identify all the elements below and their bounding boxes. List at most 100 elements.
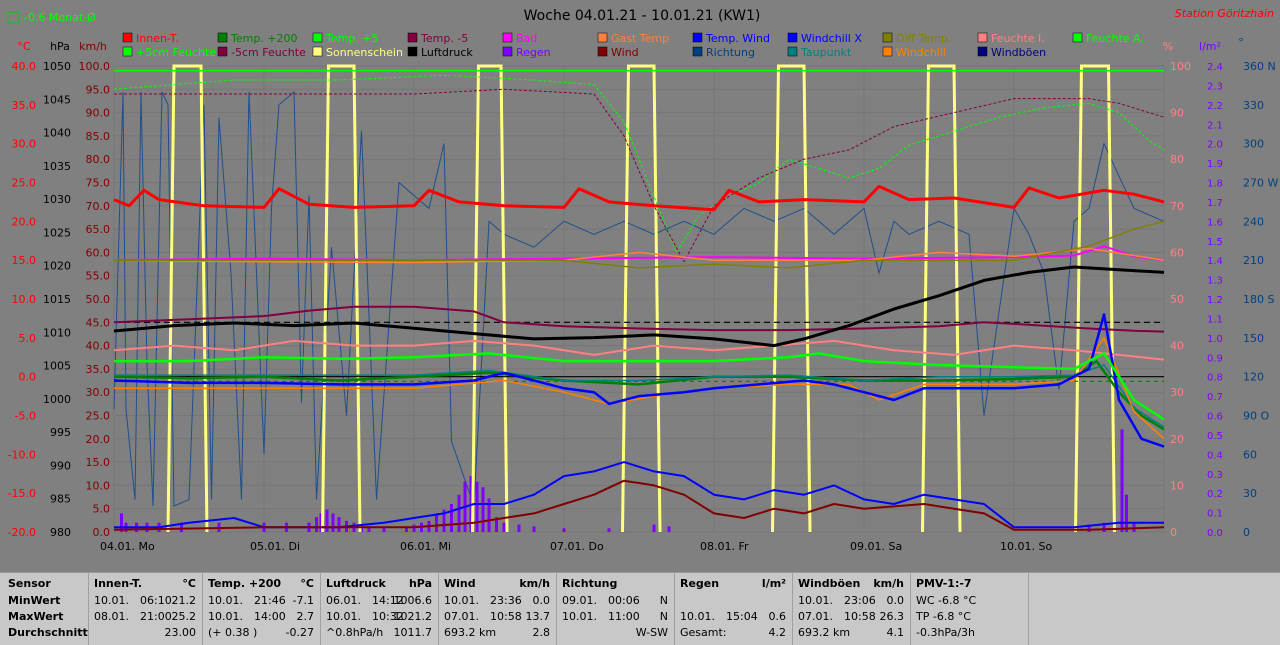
stats-cell-date: 10.01. <box>680 610 715 623</box>
stats-col-unit: °C <box>300 577 314 590</box>
stats-cell-value: 21.2 <box>171 594 197 607</box>
tick-label: 120 <box>1243 371 1264 384</box>
stats-cell-date: Gesamt: <box>680 626 727 639</box>
stats-cell-value: 0.6 <box>768 610 787 623</box>
tick-label: 1010 <box>43 326 71 339</box>
stats-panel: Sensor MinWert MaxWert Durchschnitt Inne… <box>0 572 1280 645</box>
rain-bar <box>1125 494 1128 532</box>
stats-cell-value: 26.3 <box>879 610 905 623</box>
legend-swatch <box>787 46 798 57</box>
tick-label: 2.2 <box>1207 101 1223 112</box>
stats-cell-date: 10.01. <box>208 610 243 623</box>
day-label: 06.01. Mi <box>400 540 451 553</box>
tick-label: 30.0 <box>86 386 111 399</box>
legend-label: Taupunkt <box>800 46 852 59</box>
tick-label: 2.0 <box>1207 140 1223 151</box>
series-line <box>113 305 1165 333</box>
tick-label: 330 <box>1243 99 1264 112</box>
tick-label: 1.3 <box>1207 276 1223 287</box>
stats-col-unit: km/h <box>519 577 550 590</box>
stats-cell-value: 2.7 <box>296 610 315 623</box>
tick-label: 1.6 <box>1207 217 1223 228</box>
tick-label: 35.0 <box>12 99 37 112</box>
legend: Innen-T. Temp. +200 Temp. +5 Temp. -5 Bad Gas… <box>122 32 1144 59</box>
stats-col-unit: l/m² <box>761 577 786 590</box>
rain-bar <box>442 509 446 532</box>
temp-unit: °C <box>17 40 31 53</box>
stats-cell-value: 4.2 <box>768 626 787 639</box>
pressure-axis: 1050 1045 1040 1035 1030 1025 1020 1015 1010 1005… <box>43 60 71 539</box>
stats-col-name: Luftdruck <box>326 577 386 590</box>
stats-cell-time: 21:46 <box>254 594 286 607</box>
rain-bar <box>367 526 371 532</box>
tick-label: 990 <box>50 459 71 472</box>
legend-swatch <box>217 46 228 57</box>
tick-label: 980 <box>50 526 71 539</box>
stats-cell-date: 08.01. <box>94 610 129 623</box>
rain-bar <box>435 513 438 532</box>
series-richtung <box>113 90 1165 507</box>
legend-label: Wind <box>611 46 639 59</box>
tick-label: 1.9 <box>1207 159 1223 170</box>
tick-label: 0.1 <box>1207 509 1223 520</box>
tick-label: 0.3 <box>1207 470 1223 481</box>
dir-unit: ° <box>1238 36 1244 49</box>
series-line <box>114 352 1165 421</box>
tick-label: 1000 <box>43 393 71 406</box>
tick-label: 30 <box>1243 487 1257 500</box>
day-label: 09.01. Sa <box>850 540 902 553</box>
series-line <box>113 74 1165 253</box>
day-label: 10.01. So <box>1000 540 1052 553</box>
tick-label: 1030 <box>43 193 71 206</box>
tick-label: 40 <box>1170 340 1184 353</box>
legend-label: Feuchte A. <box>1086 32 1144 45</box>
stats-cell-date: 10.01. <box>444 594 479 607</box>
tick-label: 0.5 <box>1207 431 1223 442</box>
tick-label: 5.0 <box>19 332 37 345</box>
tick-label: 1.8 <box>1207 179 1223 190</box>
stats-cell-date: 07.01. <box>444 610 479 623</box>
legend-swatch <box>122 32 133 43</box>
tick-label: 50 <box>1170 293 1184 306</box>
rain-bar <box>457 494 461 532</box>
tick-label: 300 <box>1243 138 1264 151</box>
tick-label: 1050 <box>43 60 71 73</box>
legend-swatch <box>312 32 323 43</box>
tick-label: 25.0 <box>12 177 37 190</box>
legend-swatch <box>122 46 133 57</box>
rain-bar <box>1087 524 1091 532</box>
stats-cell-value: N <box>659 594 668 607</box>
tick-label: 0.2 <box>1207 489 1223 500</box>
legend-swatch <box>787 32 798 43</box>
tick-label: 100.0 <box>79 60 111 73</box>
tick-label: -5.0 <box>15 410 36 423</box>
sunshine-block <box>1074 64 1116 533</box>
tick-label: 60 <box>1243 448 1257 461</box>
tick-label: 0.0 <box>1207 528 1223 539</box>
tick-label: 55.0 <box>86 270 111 283</box>
series-line <box>113 184 1165 212</box>
rain-bar <box>1102 522 1106 532</box>
tick-label: 0.0 <box>93 526 111 539</box>
stats-col-name: PMV-1:-7 <box>916 577 972 590</box>
legend-swatch <box>692 46 703 57</box>
tick-label: 70.0 <box>86 200 111 213</box>
tick-label: 0.7 <box>1207 392 1223 403</box>
row-label-min: MinWert <box>8 594 61 607</box>
legend-label: Temp. +5 <box>325 32 379 45</box>
rain-axis: 2.4 2.3 2.2 2.1 2.0 1.9 1.8 1.7 1.6 1.5 1.4 1.3 1.2 1… <box>1207 62 1223 539</box>
series-line <box>114 364 1165 428</box>
stats-cell-value: W-SW <box>635 626 668 639</box>
series-line <box>114 220 1165 269</box>
legend-swatch <box>502 32 513 43</box>
day-label: 08.01. Fr <box>700 540 749 553</box>
tick-label: 1020 <box>43 260 71 273</box>
sunshine-block <box>621 64 662 533</box>
tick-label: 210 <box>1243 254 1264 267</box>
tick-label: 5.0 <box>93 503 111 516</box>
rain-bar <box>120 513 123 532</box>
stats-cell-value: 23.00 <box>164 626 197 639</box>
stats-cell-date: TP -6.8 °C <box>916 610 971 623</box>
rain-bar <box>1120 429 1124 532</box>
